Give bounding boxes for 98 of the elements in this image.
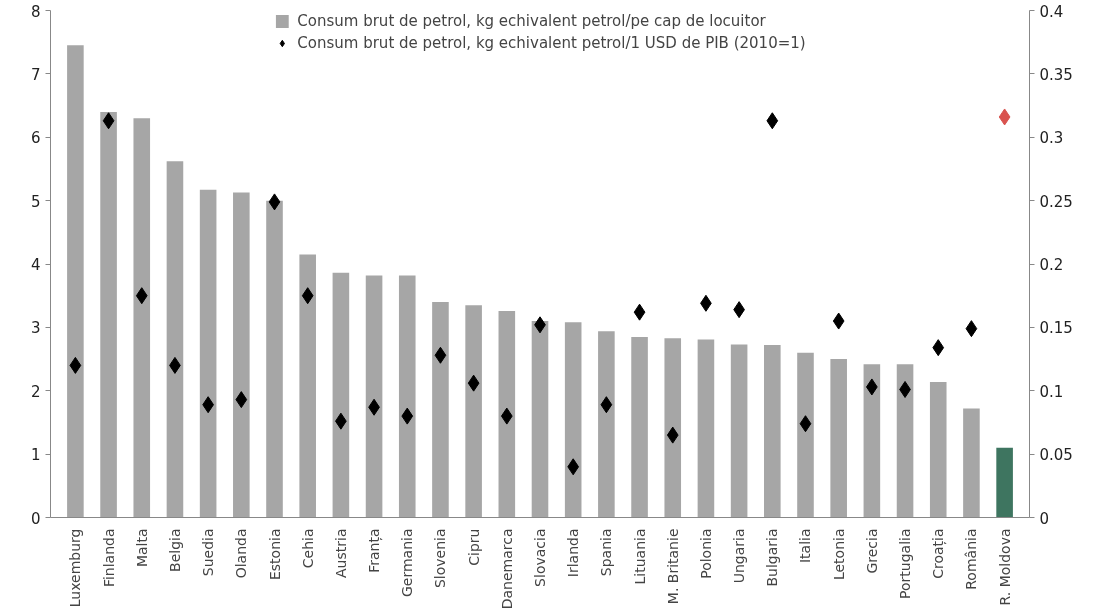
x-tick-label: Franța (366, 528, 384, 573)
point (832, 312, 845, 330)
y-tick-label: 3 (30, 319, 41, 338)
bar (896, 364, 914, 518)
x-tick-label: Slovenia (432, 528, 449, 589)
x-tick-label: Estonia (266, 528, 283, 581)
x-tick-label: M. Britanie (664, 528, 681, 605)
point (467, 374, 480, 392)
x-tick-label: Olanda (233, 528, 250, 579)
y-tick-label: 0 (30, 509, 41, 528)
y-tick-label: 6 (30, 129, 41, 148)
y-tick-label: 4 (30, 256, 41, 274)
point (301, 287, 314, 305)
bar (67, 45, 84, 518)
point (434, 346, 447, 364)
bar (266, 200, 283, 518)
x-tick-label: Finlanda (100, 528, 117, 588)
x-tick-label: Croația (930, 528, 948, 579)
bar (166, 161, 184, 518)
legend-label: Consum brut de petrol, kg echivalent petrol/1 USD de PIB (2010=1) (297, 34, 806, 52)
x-tick-label: R. Moldova (996, 528, 1013, 606)
bar (963, 408, 980, 518)
bar (797, 352, 814, 518)
x-tick-label: Lituania (631, 528, 648, 585)
y2-tick-label: 0.15 (1039, 319, 1073, 338)
point (799, 415, 812, 433)
point (268, 193, 281, 211)
bar (398, 275, 416, 518)
y-tick-label: 1 (30, 446, 41, 465)
x-tick-label: Polonia (697, 528, 714, 579)
bar (199, 189, 217, 518)
x-tick-label: Italia (797, 528, 814, 564)
bar (365, 275, 383, 518)
y2-tick-label: 0.25 (1039, 192, 1073, 211)
x-tick-label: Ungaria (731, 528, 748, 584)
y2-tick-label: 0.3 (1039, 129, 1064, 148)
point (401, 407, 414, 425)
x-tick-label: Danemarca (498, 528, 515, 610)
bar (697, 339, 715, 518)
bar (233, 192, 250, 518)
x-tick-label: Portugalia (897, 528, 914, 599)
x-tick-label: Luxemburg (67, 528, 84, 608)
x-tick-label: Suedia (200, 528, 217, 577)
point (932, 339, 945, 357)
x-tick-label: Grecia (863, 528, 880, 574)
bar (531, 321, 549, 518)
bar (498, 310, 516, 518)
x-tick-label: Letonia (830, 528, 847, 581)
x-tick-label: România (963, 528, 980, 590)
bar (830, 359, 847, 518)
x-tick-label: Spania (598, 528, 615, 577)
x-tick-label: Malta (133, 528, 150, 568)
point (666, 426, 679, 444)
y-tick-label: 5 (30, 192, 41, 211)
point (102, 112, 115, 130)
bar (465, 305, 482, 518)
bar (564, 322, 582, 518)
bar (863, 364, 881, 518)
point (633, 303, 646, 321)
y-tick-label: 7 (30, 65, 41, 84)
y2-tick-label: 0.2 (1039, 256, 1064, 274)
bar (299, 254, 316, 518)
x-tick-label: Belgia (166, 528, 183, 572)
legend-label: Consum brut de petrol, kg echivalent petrol/pe cap de locuitor (297, 12, 766, 30)
x-tick-label: Bulgaria (764, 528, 781, 587)
bar (100, 111, 117, 518)
bar (664, 338, 682, 518)
x-tick-label: Austria (332, 528, 349, 578)
bar (332, 272, 350, 518)
bar (598, 331, 615, 518)
point (600, 396, 613, 414)
point (135, 287, 148, 305)
x-tick-label: Irlanda (565, 528, 582, 578)
y2-tick-label: 0.1 (1039, 382, 1064, 401)
point (69, 356, 82, 374)
y-tick-label: 8 (30, 2, 41, 21)
bar (730, 344, 748, 518)
y2-tick-label: 0.05 (1039, 446, 1073, 465)
bar (929, 381, 947, 518)
point (500, 407, 513, 425)
y2-tick-label: 0 (1039, 509, 1050, 528)
bar (764, 345, 781, 518)
y-tick-label: 2 (30, 382, 41, 401)
x-tick-label: Germania (399, 528, 416, 598)
bar (133, 118, 151, 518)
point (998, 108, 1011, 126)
x-tick-label: Cehia (299, 528, 316, 569)
point (965, 320, 978, 338)
x-tick-label: Slovacia (532, 528, 548, 587)
bar (432, 302, 449, 518)
bar (996, 447, 1013, 518)
x-tick-label: Cipru (465, 528, 482, 566)
point (235, 391, 248, 409)
bar (631, 336, 648, 518)
point (766, 112, 779, 130)
y2-tick-label: 0.4 (1039, 2, 1064, 21)
point (567, 458, 580, 476)
y2-tick-label: 0.35 (1039, 65, 1073, 84)
